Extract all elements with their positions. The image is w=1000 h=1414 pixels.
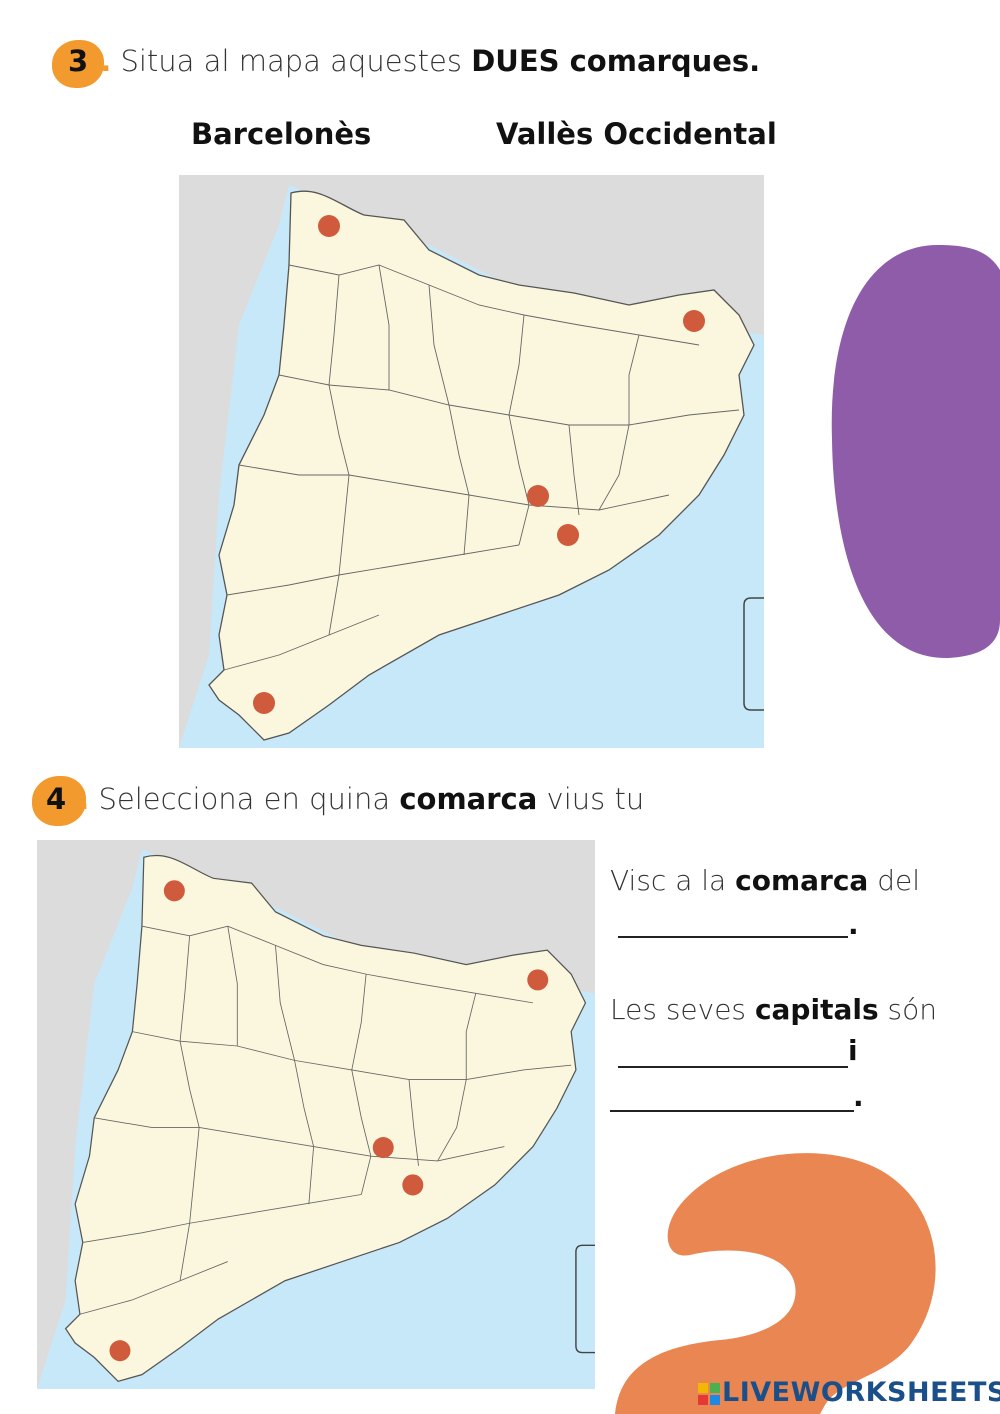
pin-north-east[interactable] [527, 969, 549, 991]
question-3-prompt: 3-. Situa al mapa aquestes DUES comarque… [68, 44, 761, 78]
pin-north-west[interactable] [163, 880, 185, 902]
target-comarca-1: Barcelonès [191, 117, 372, 151]
catalonia-land [208, 190, 755, 741]
purple-blob [831, 245, 1000, 659]
question-3-text: Situa al mapa aquestes [120, 44, 462, 78]
map-1-inset-frame [743, 597, 764, 711]
pin-coast[interactable] [402, 1174, 424, 1196]
capital-1-input[interactable] [618, 1036, 848, 1068]
pin-coast[interactable] [557, 524, 579, 546]
catalonia-map-2 [37, 840, 595, 1389]
period-2: . [853, 1080, 864, 1113]
liveworksheets-logo-text[interactable]: LIVEWORKSHEETS [722, 1377, 1000, 1408]
conjunction-i: i [848, 1034, 858, 1067]
answer-line-1: Visc a la comarca del [610, 864, 921, 897]
catalonia-map-1 [179, 175, 764, 748]
question-4-prompt: 4-. Selecciona en quina comarca vius tu [46, 782, 645, 816]
question-4-text-end: vius tu [546, 782, 645, 816]
orange-blob [615, 1153, 936, 1414]
map-2-pins [109, 880, 549, 1362]
question-3-number: 3 [68, 44, 89, 78]
question-4-number: 4 [46, 782, 67, 816]
capital-2-input[interactable] [610, 1080, 854, 1112]
pin-inland[interactable] [527, 485, 549, 507]
question-4-bold-text: comarca [399, 782, 538, 816]
pin-south[interactable] [253, 692, 275, 714]
pin-north-west[interactable] [318, 215, 340, 237]
pin-inland[interactable] [372, 1137, 394, 1159]
pin-south[interactable] [109, 1340, 131, 1362]
pin-north-east[interactable] [683, 310, 705, 332]
question-3-badge [52, 40, 104, 88]
map-2-inset-frame [575, 1244, 595, 1354]
answer-line-2: Les seves capitals són [610, 993, 937, 1026]
question-3-bold-text: DUES comarques. [471, 44, 761, 78]
period-1: . [848, 908, 859, 941]
question-4-badge [32, 776, 86, 826]
target-comarca-2: Vallès Occidental [496, 117, 777, 151]
comarca-input[interactable] [618, 906, 848, 938]
liveworksheets-logo-icon [698, 1383, 720, 1405]
map-1-pins [253, 215, 705, 714]
question-4-text: Selecciona en quina [98, 782, 391, 816]
